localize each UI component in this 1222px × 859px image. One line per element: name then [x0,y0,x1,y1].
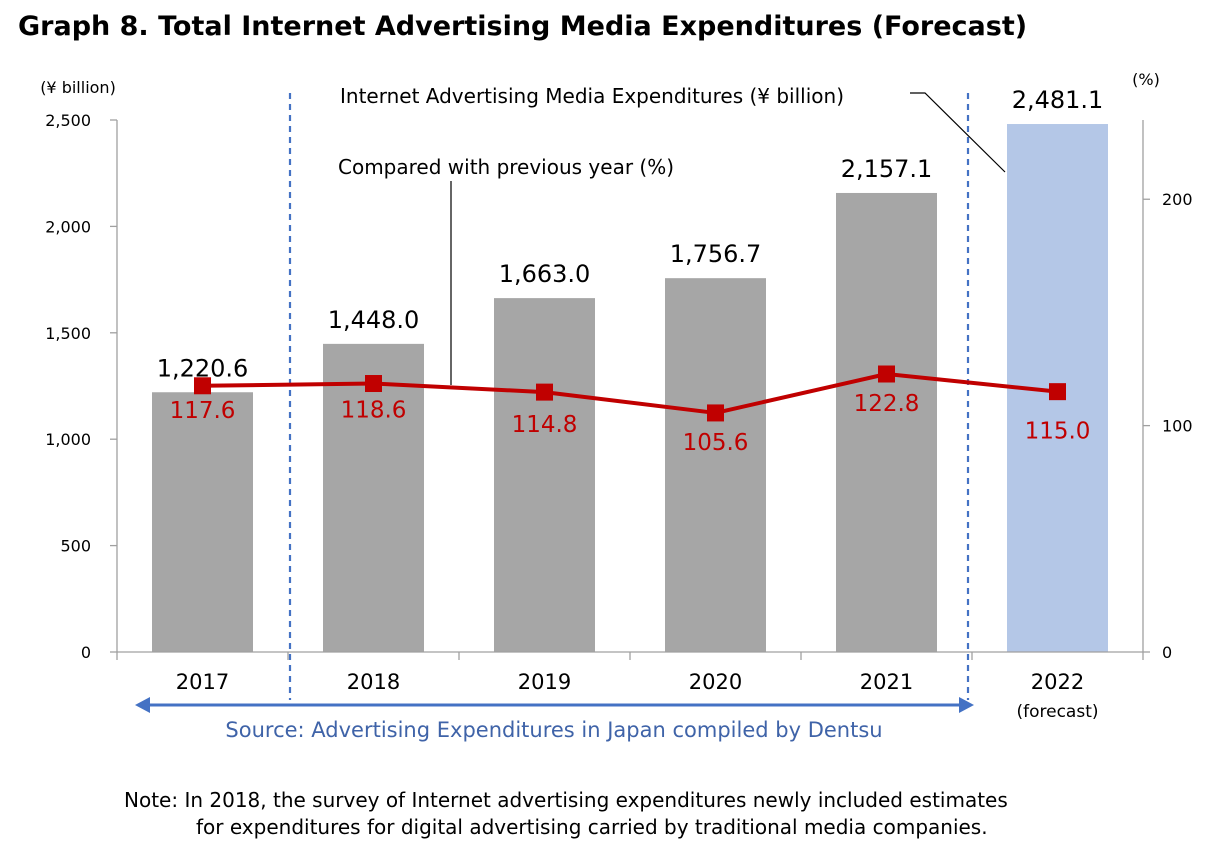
right-tick-label: 200 [1162,190,1193,209]
yoy-marker-2021 [878,365,895,383]
labels-layer: 1,220.6 1,448.0 1,663.0 1,756.7 2,157.1 2,481… [157,86,1104,456]
bar-value-label-2019: 1,663.0 [499,260,591,288]
yoy-value-label-2018: 118.6 [341,398,407,424]
bar-value-label-2018: 1,448.0 [328,306,420,334]
callout-layer: Internet Advertising Media Expenditures … [338,84,1006,385]
bar-value-label-2021: 2,157.1 [841,155,933,183]
divider-layer [288,93,970,700]
left-axis-unit: (¥ billion) [40,78,116,97]
chart-title: Graph 8. Total Internet Advertising Medi… [18,11,1027,42]
category-label-2020: 2020 [689,670,742,694]
yoy-value-label-2020: 105.6 [683,430,749,456]
category-label-2022: 2022 [1031,670,1084,694]
left-tick-label: 2,000 [45,217,91,236]
right-tick-label: 0 [1162,643,1172,662]
bar-2018 [323,343,424,652]
yoy-value-label-2017: 117.6 [170,398,236,424]
bar-value-label-2017: 1,220.6 [157,354,249,382]
yoy-line [202,372,1058,415]
bar-2017 [152,392,253,652]
note-line-2: for expenditures for digital advertising… [196,815,988,839]
yoy-marker-2018 [365,375,382,393]
yoy-value-label-2019: 114.8 [512,412,578,438]
source-text: Source: Advertising Expenditures in Japa… [225,718,882,742]
bar-2019 [494,298,595,652]
right-axis-unit: (%) [1132,70,1160,89]
yoy-value-label-2021: 122.8 [854,391,920,417]
category-label-2019: 2019 [518,670,571,694]
bar-series-callout: Internet Advertising Media Expenditures … [340,84,844,108]
note-layer: Note: In 2018, the survey of Internet ad… [124,788,1008,839]
bar-2021 [836,192,937,652]
source-arrow-left-head [135,697,150,713]
category-label-2018: 2018 [347,670,400,694]
yoy-marker-2019 [536,383,553,401]
bar-2020 [665,278,766,652]
left-tick-label: 2,500 [45,111,91,130]
yoy-marker-2017 [194,377,211,395]
right-tick-label: 100 [1162,417,1193,436]
source-arrow-right-head [959,697,974,713]
left-tick-label: 1,500 [45,324,91,343]
yoy-value-label-2022: 115.0 [1025,419,1091,445]
bar-value-label-2022: 2,481.1 [1012,86,1104,114]
axes-layer: 0 500 1,000 1,500 2,000 2,500 0 100 200 2017 2018 2… [45,111,1192,722]
category-label-2021: 2021 [860,670,913,694]
category-label-2017: 2017 [176,670,229,694]
left-tick-label: 1,000 [45,430,91,449]
category-sublabel-2022: (forecast) [1016,702,1098,722]
bars-layer [152,124,1108,653]
yoy-marker-2022 [1049,383,1066,401]
bar-callout-leader [910,92,1006,173]
left-tick-label: 0 [81,643,91,662]
source-layer: Source: Advertising Expenditures in Japa… [135,697,974,742]
bar-value-label-2020: 1,756.7 [670,240,762,268]
yoy-marker-2020 [707,404,724,422]
line-layer [194,365,1066,422]
note-line-1: Note: In 2018, the survey of Internet ad… [124,788,1008,812]
line-series-callout: Compared with previous year (%) [338,155,674,179]
left-tick-label: 500 [60,537,91,556]
